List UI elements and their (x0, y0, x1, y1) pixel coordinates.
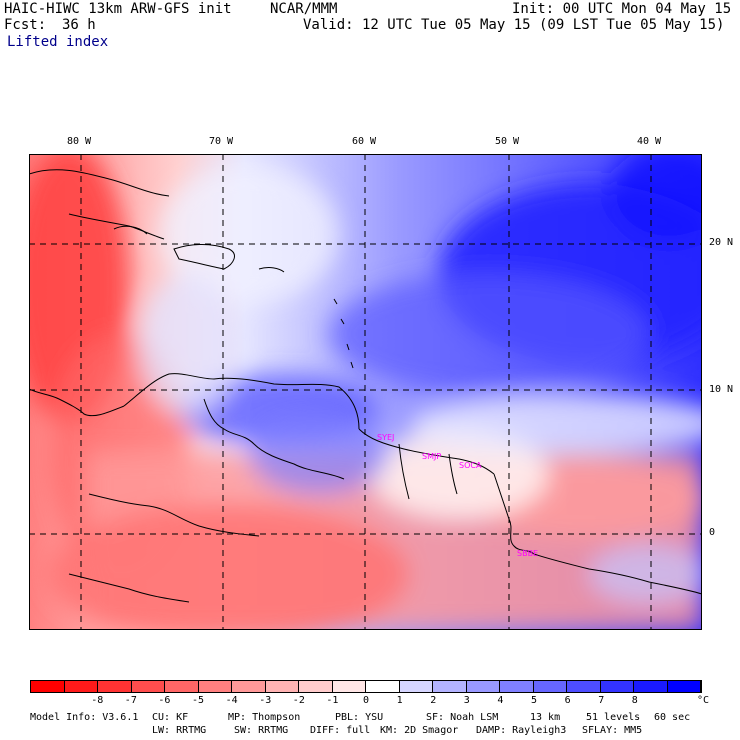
colorbar-swatch (667, 681, 701, 692)
coastlines (29, 169, 702, 603)
colorbar-tick-label: 1 (396, 695, 403, 706)
model-title: HAIC-HIWC 13km ARW-GFS init (4, 1, 232, 17)
time-step: 60 sec (654, 712, 691, 723)
lon-label-50w: 50 W (495, 136, 520, 147)
lat-label-0: 0 (709, 527, 716, 538)
colorbar-swatch (64, 681, 98, 692)
colorbar-swatch (600, 681, 634, 692)
colorbar-swatch (433, 681, 467, 692)
forecast-label: Fcst: (4, 17, 47, 33)
pbl-scheme: PBL: YSU (335, 712, 384, 723)
map-frame (29, 154, 702, 630)
station-smjp: SMJP (422, 452, 441, 461)
lon-label-80w: 80 W (67, 136, 92, 147)
station-soca: SOCA (459, 461, 482, 470)
vertical-levels: 51 levels (586, 712, 641, 723)
surface-scheme: SF: Noah LSM (426, 712, 499, 723)
colorbar-tick-label: -6 (158, 695, 171, 706)
colorbar-unit: °C (697, 695, 710, 706)
microphysics-scheme: MP: Thompson (228, 712, 301, 723)
lon-label-40w: 40 W (637, 136, 662, 147)
colorbar-tick-label: 7 (598, 695, 605, 706)
colorbar-swatch (332, 681, 366, 692)
colorbar-swatch (466, 681, 500, 692)
station-sbbe: SBBE (517, 549, 538, 558)
colorbar (30, 680, 702, 693)
colorbar-swatch (31, 681, 65, 692)
lifted-index-map: SYEJ SMJP SOCA SBBE (29, 154, 702, 630)
colorbar-tick-label: 8 (631, 695, 638, 706)
forecast-hour: 36 h (62, 17, 96, 33)
surface-layer-option: SFLAY: MM5 (582, 725, 643, 736)
colorbar-tick-label: -4 (225, 695, 238, 706)
colorbar-tick-label: -1 (326, 695, 339, 706)
lon-label-60w: 60 W (352, 136, 377, 147)
colorbar-tick-label: -5 (192, 695, 205, 706)
colorbar-swatch (500, 681, 534, 692)
colorbar-tick-label: -8 (91, 695, 104, 706)
colorbar-swatch (198, 681, 232, 692)
colorbar-tick-label: 2 (430, 695, 437, 706)
grid-spacing: 13 km (530, 712, 561, 723)
colorbar-swatch (634, 681, 668, 692)
cumulus-scheme: CU: KF (152, 712, 189, 723)
colorbar-tick-label: -3 (259, 695, 272, 706)
colorbar-swatch (567, 681, 601, 692)
colorbar-swatch (98, 681, 132, 692)
colorbar-swatch (265, 681, 299, 692)
diffusion-option: DIFF: full (310, 725, 371, 736)
model-version: Model Info: V3.6.1 (30, 712, 139, 723)
colorbar-swatch (399, 681, 433, 692)
colorbar-swatch (533, 681, 567, 692)
colorbar-tick-label: 5 (531, 695, 538, 706)
colorbar-swatch (366, 681, 400, 692)
field-name: Lifted index (7, 34, 109, 50)
lat-label-20n: 20 N (709, 237, 734, 248)
longwave-scheme: LW: RRTMG (152, 725, 207, 736)
lat-label-10n: 10 N (709, 384, 734, 395)
colorbar-swatch (131, 681, 165, 692)
colorbar-swatch (299, 681, 333, 692)
valid-time: Valid: 12 UTC Tue 05 May 15 (09 LST Tue … (303, 17, 725, 33)
lon-label-70w: 70 W (209, 136, 234, 147)
colorbar-tick-label: 0 (363, 695, 370, 706)
init-time: Init: 00 UTC Mon 04 May 15 (512, 1, 732, 17)
damping-option: DAMP: Rayleigh3 (476, 725, 567, 736)
station-syej: SYEJ (377, 433, 394, 442)
organization: NCAR/MMM (270, 1, 338, 17)
colorbar-tick-label: 4 (497, 695, 504, 706)
colorbar-tick-label: -2 (292, 695, 305, 706)
colorbar-tick-label: 6 (564, 695, 571, 706)
km-option: KM: 2D Smagor (380, 725, 459, 736)
graticule (29, 154, 702, 630)
shortwave-scheme: SW: RRTMG (234, 725, 289, 736)
colorbar-swatch (165, 681, 199, 692)
colorbar-tick-label: 3 (463, 695, 470, 706)
field-blobs (29, 154, 702, 630)
colorbar-swatch (232, 681, 266, 692)
colorbar-tick-label: -7 (124, 695, 137, 706)
